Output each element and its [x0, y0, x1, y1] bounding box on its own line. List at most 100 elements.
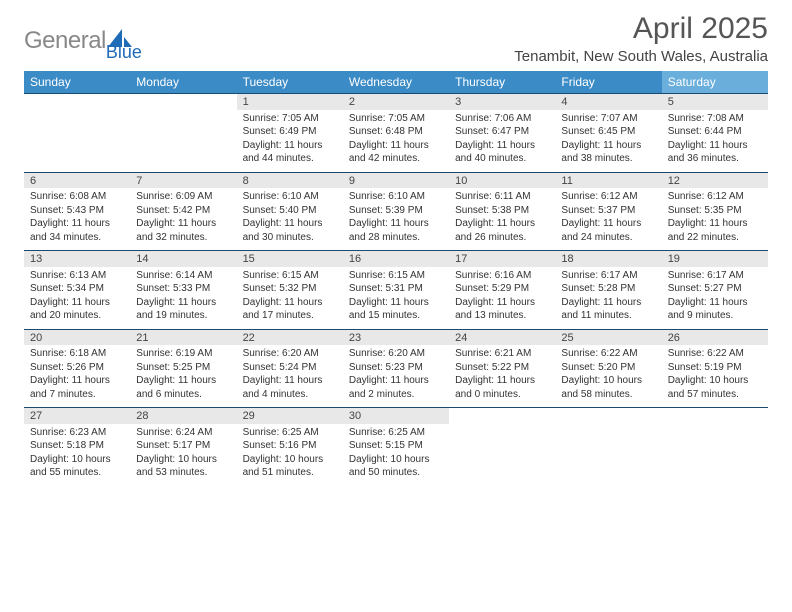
- date-cell: 21: [130, 329, 236, 345]
- daylight-text-1: Daylight: 10 hours: [349, 453, 443, 467]
- date-cell: 11: [555, 172, 661, 188]
- date-cell: 27: [24, 408, 130, 424]
- sunset-text: Sunset: 5:34 PM: [30, 282, 124, 296]
- sunrise-text: Sunrise: 6:20 AM: [349, 347, 443, 361]
- daylight-text-1: Daylight: 11 hours: [455, 374, 549, 388]
- date-cell: 30: [343, 408, 449, 424]
- sunrise-text: Sunrise: 6:25 AM: [349, 426, 443, 440]
- sunset-text: Sunset: 5:42 PM: [136, 204, 230, 218]
- info-row: Sunrise: 7:05 AMSunset: 6:49 PMDaylight:…: [24, 110, 768, 173]
- info-cell: Sunrise: 7:05 AMSunset: 6:48 PMDaylight:…: [343, 110, 449, 173]
- daylight-text-1: Daylight: 11 hours: [136, 374, 230, 388]
- sunrise-text: Sunrise: 6:22 AM: [668, 347, 762, 361]
- daylight-text-2: and 9 minutes.: [668, 309, 762, 323]
- daylight-text-2: and 22 minutes.: [668, 231, 762, 245]
- dow-header: Wednesday: [343, 71, 449, 94]
- daylight-text-1: Daylight: 10 hours: [668, 374, 762, 388]
- daylight-text-1: Daylight: 11 hours: [668, 296, 762, 310]
- date-cell: 28: [130, 408, 236, 424]
- dow-header: Monday: [130, 71, 236, 94]
- date-cell: 19: [662, 251, 768, 267]
- page-title: April 2025: [514, 12, 768, 46]
- dow-row: SundayMondayTuesdayWednesdayThursdayFrid…: [24, 71, 768, 94]
- info-cell: Sunrise: 6:12 AMSunset: 5:37 PMDaylight:…: [555, 188, 661, 251]
- info-row: Sunrise: 6:18 AMSunset: 5:26 PMDaylight:…: [24, 345, 768, 408]
- daylight-text-1: Daylight: 11 hours: [30, 217, 124, 231]
- sunset-text: Sunset: 5:16 PM: [243, 439, 337, 453]
- sunrise-text: Sunrise: 6:10 AM: [349, 190, 443, 204]
- date-cell: 14: [130, 251, 236, 267]
- info-cell: Sunrise: 6:13 AMSunset: 5:34 PMDaylight:…: [24, 267, 130, 330]
- daylight-text-1: Daylight: 11 hours: [30, 296, 124, 310]
- sunrise-text: Sunrise: 7:05 AM: [243, 112, 337, 126]
- daylight-text-1: Daylight: 11 hours: [668, 217, 762, 231]
- info-cell: [662, 424, 768, 486]
- dow-header: Sunday: [24, 71, 130, 94]
- daylight-text-2: and 58 minutes.: [561, 388, 655, 402]
- sunset-text: Sunset: 5:43 PM: [30, 204, 124, 218]
- daylight-text-1: Daylight: 10 hours: [136, 453, 230, 467]
- daylight-text-2: and 34 minutes.: [30, 231, 124, 245]
- date-row: 20212223242526: [24, 329, 768, 345]
- sunset-text: Sunset: 5:17 PM: [136, 439, 230, 453]
- daylight-text-1: Daylight: 10 hours: [243, 453, 337, 467]
- info-cell: Sunrise: 6:25 AMSunset: 5:15 PMDaylight:…: [343, 424, 449, 486]
- brand-text-part2: Blue: [106, 42, 142, 63]
- date-cell: [24, 94, 130, 110]
- info-row: Sunrise: 6:08 AMSunset: 5:43 PMDaylight:…: [24, 188, 768, 251]
- date-cell: 1: [237, 94, 343, 110]
- sunset-text: Sunset: 5:24 PM: [243, 361, 337, 375]
- info-cell: Sunrise: 7:06 AMSunset: 6:47 PMDaylight:…: [449, 110, 555, 173]
- sunrise-text: Sunrise: 6:12 AM: [561, 190, 655, 204]
- date-cell: 20: [24, 329, 130, 345]
- sunrise-text: Sunrise: 7:08 AM: [668, 112, 762, 126]
- date-cell: [662, 408, 768, 424]
- sunset-text: Sunset: 5:38 PM: [455, 204, 549, 218]
- info-cell: [24, 110, 130, 173]
- calendar-body: 12345Sunrise: 7:05 AMSunset: 6:49 PMDayl…: [24, 94, 768, 486]
- sunset-text: Sunset: 5:27 PM: [668, 282, 762, 296]
- sunrise-text: Sunrise: 6:12 AM: [668, 190, 762, 204]
- daylight-text-1: Daylight: 11 hours: [349, 296, 443, 310]
- daylight-text-1: Daylight: 11 hours: [349, 139, 443, 153]
- header-row: General Blue April 2025 Tenambit, New So…: [24, 12, 768, 65]
- daylight-text-2: and 26 minutes.: [455, 231, 549, 245]
- calendar-head: SundayMondayTuesdayWednesdayThursdayFrid…: [24, 71, 768, 94]
- daylight-text-1: Daylight: 11 hours: [349, 374, 443, 388]
- sunset-text: Sunset: 5:18 PM: [30, 439, 124, 453]
- sunset-text: Sunset: 5:28 PM: [561, 282, 655, 296]
- sunset-text: Sunset: 5:37 PM: [561, 204, 655, 218]
- daylight-text-2: and 57 minutes.: [668, 388, 762, 402]
- info-cell: Sunrise: 6:18 AMSunset: 5:26 PMDaylight:…: [24, 345, 130, 408]
- date-cell: 23: [343, 329, 449, 345]
- info-row: Sunrise: 6:23 AMSunset: 5:18 PMDaylight:…: [24, 424, 768, 486]
- daylight-text-1: Daylight: 11 hours: [455, 139, 549, 153]
- date-cell: 13: [24, 251, 130, 267]
- sunrise-text: Sunrise: 6:15 AM: [349, 269, 443, 283]
- daylight-text-1: Daylight: 11 hours: [561, 296, 655, 310]
- date-cell: 12: [662, 172, 768, 188]
- sunset-text: Sunset: 6:48 PM: [349, 125, 443, 139]
- daylight-text-1: Daylight: 11 hours: [243, 139, 337, 153]
- title-block: April 2025 Tenambit, New South Wales, Au…: [514, 12, 768, 65]
- daylight-text-1: Daylight: 11 hours: [668, 139, 762, 153]
- info-cell: Sunrise: 7:05 AMSunset: 6:49 PMDaylight:…: [237, 110, 343, 173]
- date-cell: 5: [662, 94, 768, 110]
- daylight-text-1: Daylight: 10 hours: [30, 453, 124, 467]
- dow-header: Tuesday: [237, 71, 343, 94]
- info-cell: [449, 424, 555, 486]
- info-cell: [130, 110, 236, 173]
- page: General Blue April 2025 Tenambit, New So…: [0, 0, 792, 486]
- daylight-text-2: and 50 minutes.: [349, 466, 443, 480]
- dow-header: Thursday: [449, 71, 555, 94]
- info-cell: Sunrise: 6:17 AMSunset: 5:28 PMDaylight:…: [555, 267, 661, 330]
- info-cell: Sunrise: 6:20 AMSunset: 5:23 PMDaylight:…: [343, 345, 449, 408]
- info-cell: [555, 424, 661, 486]
- daylight-text-2: and 20 minutes.: [30, 309, 124, 323]
- daylight-text-2: and 42 minutes.: [349, 152, 443, 166]
- daylight-text-2: and 17 minutes.: [243, 309, 337, 323]
- info-row: Sunrise: 6:13 AMSunset: 5:34 PMDaylight:…: [24, 267, 768, 330]
- info-cell: Sunrise: 7:08 AMSunset: 6:44 PMDaylight:…: [662, 110, 768, 173]
- sunset-text: Sunset: 5:35 PM: [668, 204, 762, 218]
- calendar-table: SundayMondayTuesdayWednesdayThursdayFrid…: [24, 71, 768, 486]
